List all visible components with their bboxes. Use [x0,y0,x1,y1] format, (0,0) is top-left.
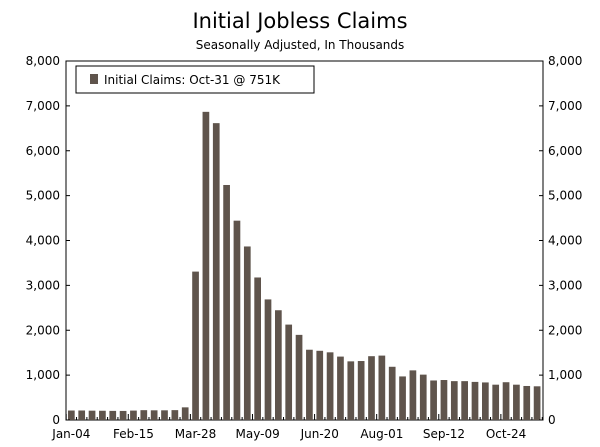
bar [130,410,137,420]
bar [161,410,168,420]
y-tick-label: 0 [52,413,60,427]
bar [68,410,75,420]
bar [316,350,324,420]
x-axis: Jan-04 Feb-15 Mar-28 May-09 Jun-20 Aug-01 Sep-… [51,414,543,441]
legend-label: Initial Claims: Oct-31 @ 751K [104,73,281,87]
chart-subtitle: Seasonally Adjusted, In Thousands [196,38,405,52]
bar [378,355,386,420]
bar [523,385,531,420]
y-tick-label-right: 2,000 [548,323,582,337]
y-tick-label-right: 5,000 [548,189,582,203]
bar [482,382,489,420]
x-tick-label: Sep-12 [423,427,465,441]
bar [150,410,158,420]
bar [461,381,468,420]
x-tick-label: Jun-20 [300,427,339,441]
y-tick-label-right: 1,000 [548,368,582,382]
x-tick-label: Oct-24 [486,427,526,441]
bar [440,380,448,420]
bar [326,352,334,420]
bar [285,324,293,420]
bar [357,361,365,420]
x-tick-label: Aug-01 [360,427,403,441]
bar [502,382,510,420]
bar [119,410,127,420]
bar [78,410,86,420]
x-tick-label: May-09 [236,427,280,441]
bar [243,246,251,420]
y-tick-label-right: 3,000 [548,278,582,292]
y-axis-left: 0 1,000 2,000 3,000 4,000 5,000 6,000 7,000 8,00… [26,54,70,427]
bar [202,111,210,420]
bar [430,380,437,420]
y-tick-label: 7,000 [26,99,60,113]
y-tick-label-right: 6,000 [548,144,582,158]
bars [68,111,541,421]
bar [264,299,272,420]
bar [399,376,406,420]
chart-title: Initial Jobless Claims [192,9,407,33]
x-tick-label: Feb-15 [113,427,154,441]
bar [140,410,148,420]
bar [223,184,230,420]
bar [306,349,313,420]
y-tick-label-right: 0 [548,413,556,427]
y-tick-label: 5,000 [26,189,60,203]
bar [450,381,458,420]
legend: Initial Claims: Oct-31 @ 751K [75,65,315,94]
plot-frame [65,60,544,421]
x-tick-label: Jan-04 [51,427,90,441]
bar [181,407,189,420]
bar [513,384,520,420]
bar [492,384,500,420]
bar [295,334,303,420]
y-tick-label: 8,000 [26,54,60,68]
bar [471,381,479,420]
bar [337,356,344,420]
bar [88,410,96,420]
legend-box [75,65,315,94]
y-tick-label: 1,000 [26,368,60,382]
bar [388,366,396,420]
y-tick-label: 4,000 [26,234,60,248]
y-axis-right: 0 1,000 2,000 3,000 4,000 5,000 6,000 7,000 8,00… [539,54,582,427]
bar [533,386,541,420]
bar [419,374,427,420]
y-tick-label-right: 7,000 [548,99,582,113]
bar [171,410,179,420]
bar [275,310,282,420]
bar [233,220,241,420]
y-tick-label-right: 8,000 [548,54,582,68]
y-tick-label: 3,000 [26,278,60,292]
y-tick-label-right: 4,000 [548,234,582,248]
y-tick-label: 2,000 [26,323,60,337]
x-tick-label: Mar-28 [175,427,216,441]
bar [99,410,106,420]
bar [409,370,417,420]
bar [254,277,261,420]
bar [192,271,199,420]
bar [109,410,117,420]
bar [368,356,375,420]
legend-swatch [90,74,98,84]
bar [212,123,220,421]
bar [347,361,355,420]
y-tick-label: 6,000 [26,144,60,158]
